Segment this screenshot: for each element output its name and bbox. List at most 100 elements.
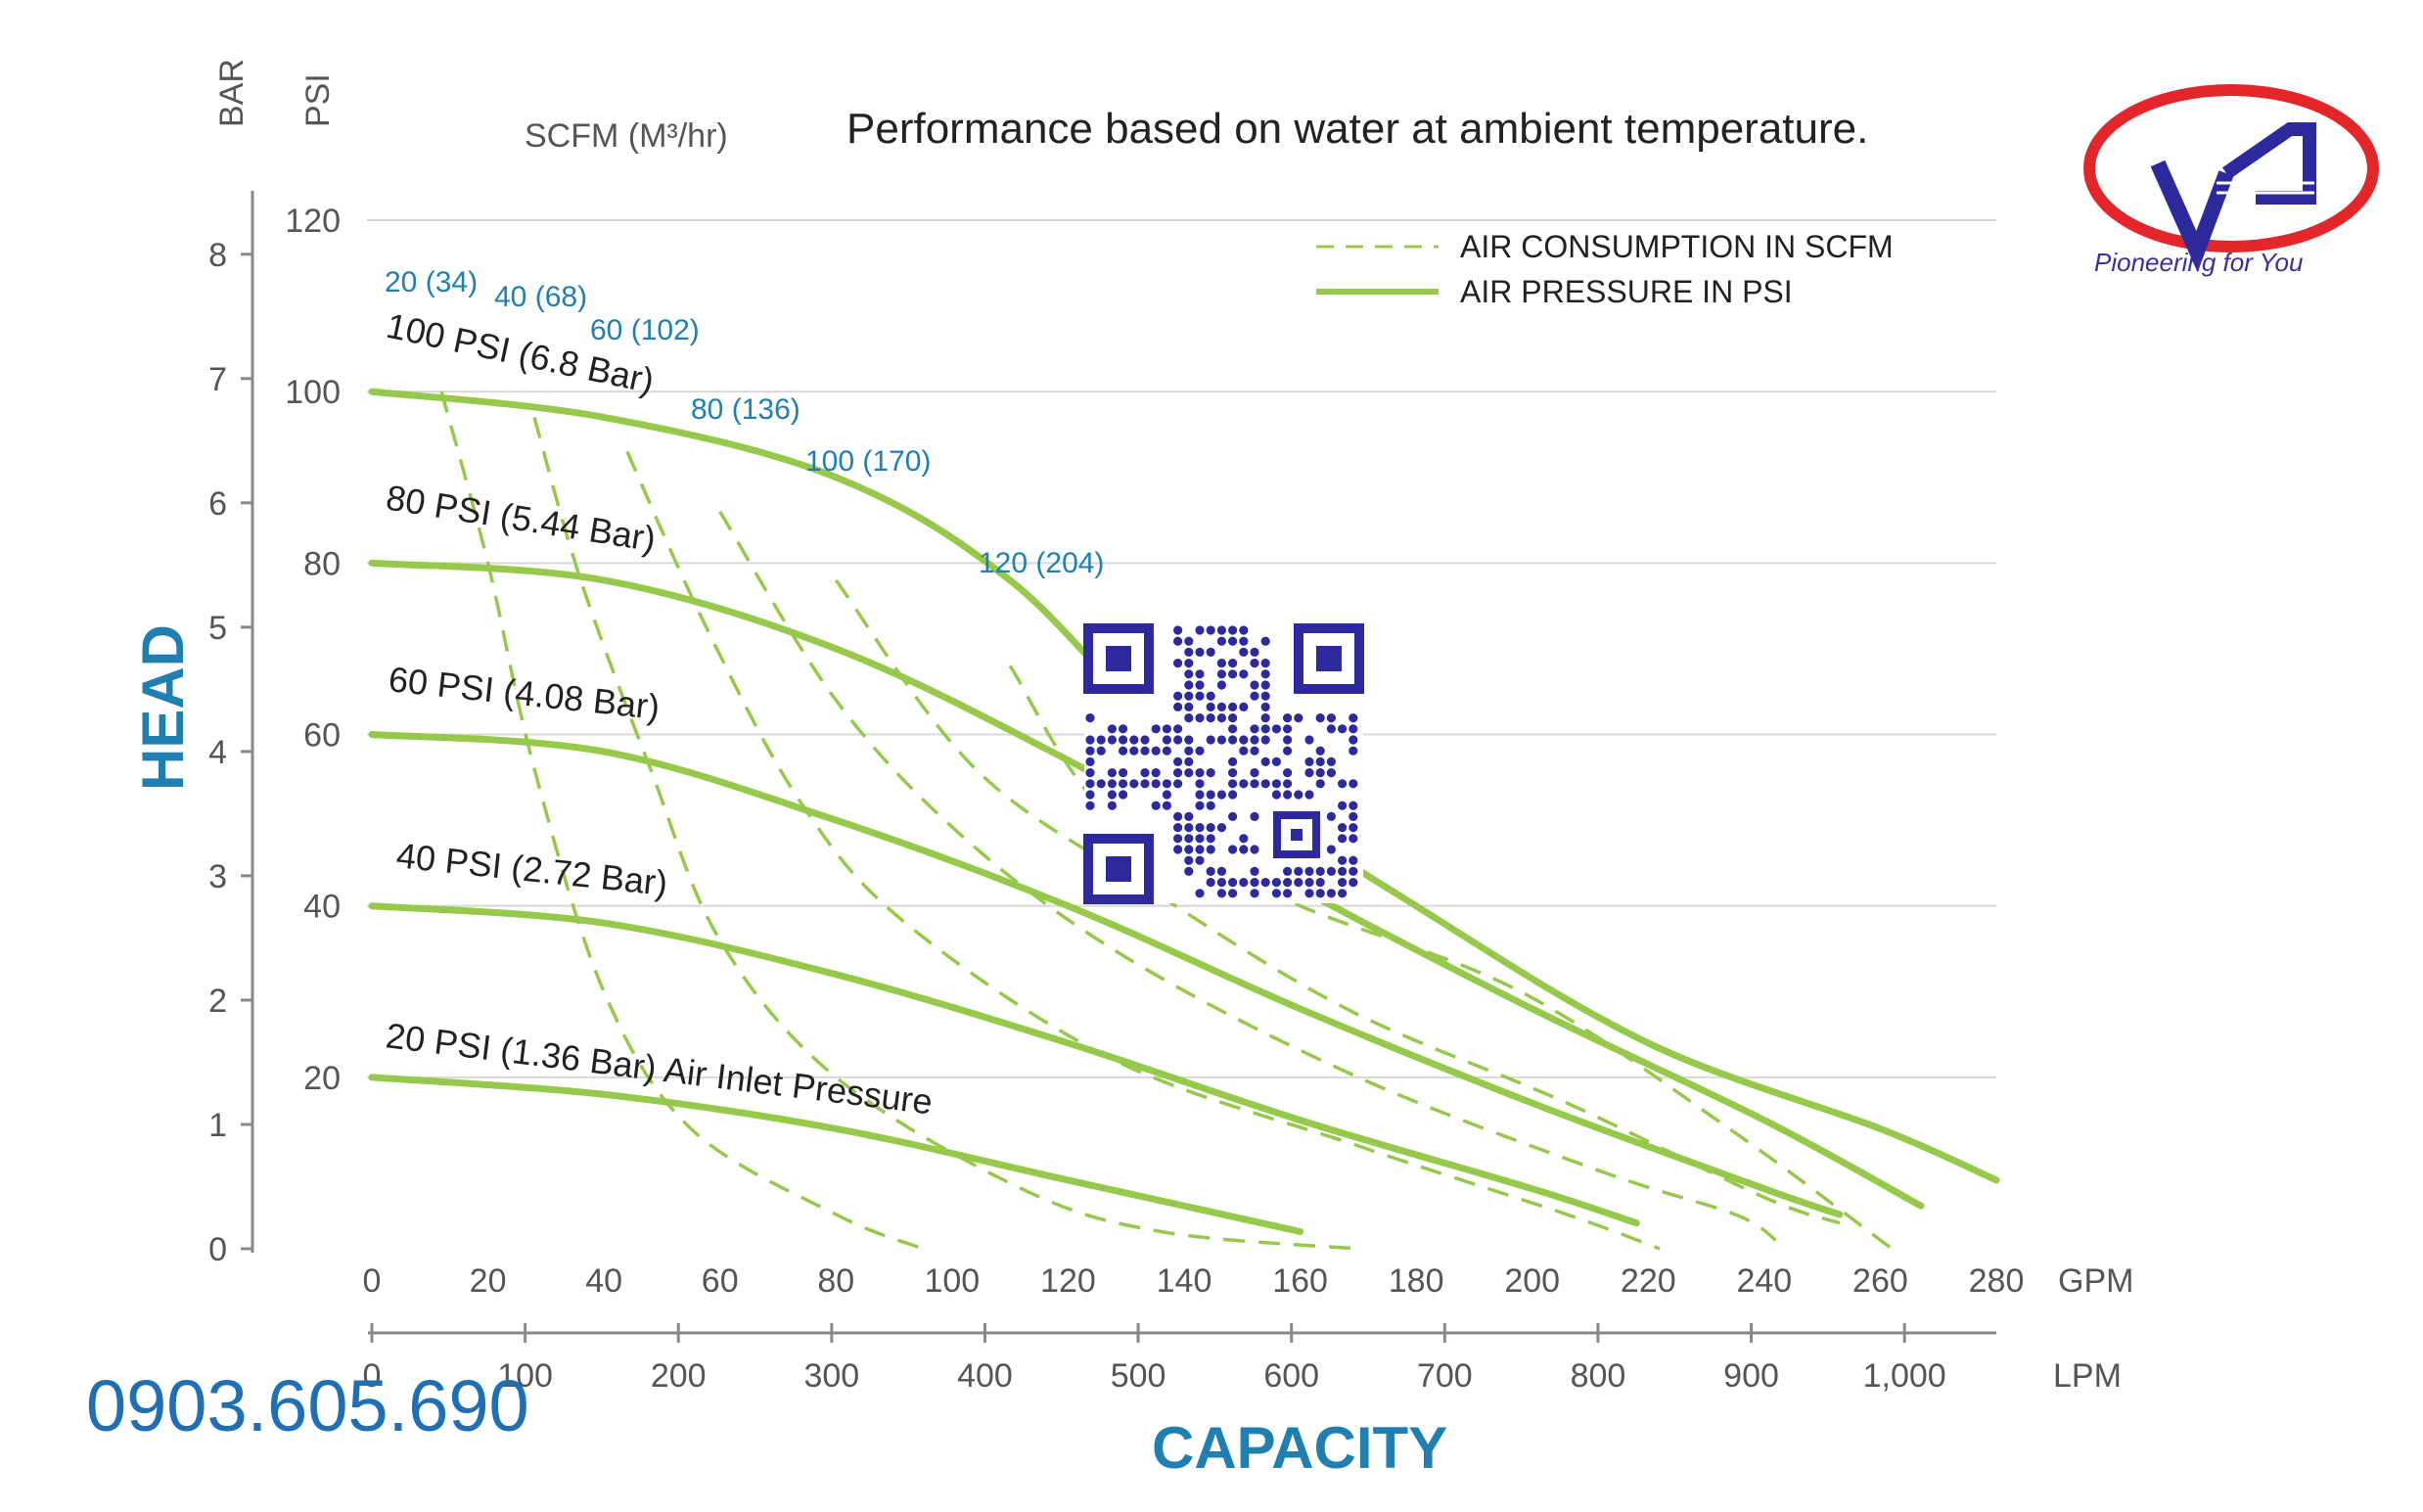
qr-dot: [1283, 866, 1293, 876]
qr-dot: [1119, 768, 1128, 778]
qr-dot: [1206, 691, 1215, 701]
qr-dot: [1096, 735, 1106, 745]
bar-tick-label-2: 2: [208, 983, 227, 1020]
qr-dot: [1195, 647, 1205, 657]
x-tick-labels: 0 20 40 60 80 100 120 140 160 180 200 220 240 260 280 0…: [363, 1262, 2025, 1395]
qr-dot: [1151, 801, 1161, 810]
qr-dot: [1173, 724, 1183, 734]
qr-dot: [1326, 724, 1336, 734]
qr-dot: [1260, 878, 1270, 888]
qr-dot: [1107, 779, 1117, 789]
qr-dot: [1260, 702, 1270, 711]
qr-dot: [1107, 801, 1117, 810]
gpm-tick-label-12: 240: [1736, 1262, 1792, 1300]
qr-dot: [1338, 866, 1348, 876]
lpm-tick-label-6: 600: [1263, 1357, 1319, 1395]
air-label-20: 20 (34): [385, 266, 478, 298]
qr-dot: [1173, 779, 1183, 789]
qr-dot: [1206, 713, 1215, 723]
company-logo: Pioneering for You: [2083, 84, 2379, 277]
gpm-tick-label-7: 140: [1157, 1262, 1212, 1300]
qr-dot: [1250, 811, 1259, 821]
qr-dot: [1119, 724, 1128, 734]
qr-dot: [1173, 625, 1183, 635]
qr-dot: [1119, 790, 1128, 800]
qr-dot: [1326, 866, 1336, 876]
qr-dot: [1283, 779, 1293, 789]
qr-dot: [1184, 659, 1194, 668]
qr-dot: [1206, 702, 1215, 711]
qr-dot: [1349, 779, 1358, 789]
psi-tick-label-5: 120: [285, 203, 341, 240]
qr-dot: [1349, 823, 1358, 833]
qr-dot: [1315, 889, 1325, 898]
qr-dot: [1107, 768, 1117, 778]
air-consumption-labels: 20 (34) 40 (68) 60 (102) 80 (136) 100 (1…: [385, 266, 1104, 579]
gpm-tick-label-0: 0: [363, 1262, 382, 1300]
qr-dot: [1085, 746, 1095, 756]
axes: [251, 191, 1996, 1335]
qr-dot: [1294, 866, 1303, 876]
qr-dot: [1304, 878, 1314, 888]
lpm-tick-label-0: 0: [363, 1357, 382, 1395]
qr-dot: [1228, 779, 1238, 789]
qr-dot: [1173, 768, 1183, 778]
qr-dot: [1184, 756, 1194, 766]
bar-tick-label-0: 0: [208, 1231, 227, 1268]
air-label-120: 120 (204): [979, 547, 1104, 579]
qr-dot: [1304, 756, 1314, 766]
qr-dot: [1239, 779, 1249, 789]
qr-dot: [1250, 659, 1259, 668]
qr-dot: [1184, 811, 1194, 821]
qr-dot: [1338, 779, 1348, 789]
qr-dot: [1216, 790, 1226, 800]
qr-dot: [1228, 889, 1238, 898]
qr-dot: [1294, 878, 1303, 888]
qr-dot: [1239, 647, 1249, 657]
bar-tick-label-6: 6: [208, 485, 227, 523]
qr-dot: [1162, 779, 1171, 789]
qr-dot: [1216, 636, 1226, 646]
qr-dot: [1206, 768, 1215, 778]
psi-unit-label: PSI: [299, 73, 337, 127]
qr-dot: [1206, 625, 1215, 635]
gpm-tick-label-9: 180: [1389, 1262, 1444, 1300]
qr-dot: [1349, 866, 1358, 876]
qr-dot: [1250, 889, 1259, 898]
lpm-tick-label-7: 700: [1417, 1357, 1473, 1395]
qr-dot: [1260, 779, 1270, 789]
qr-dot: [1151, 779, 1161, 789]
lpm-tick-label-1: 100: [497, 1357, 553, 1395]
qr-dot: [1162, 746, 1171, 756]
qr-dot: [1338, 878, 1348, 888]
qr-dot: [1173, 735, 1183, 745]
qr-dot: [1260, 691, 1270, 701]
qr-dot: [1338, 855, 1348, 865]
qr-dot: [1250, 724, 1259, 734]
air-label-80: 80 (136): [691, 393, 800, 426]
qr-dot: [1129, 779, 1139, 789]
qr-dot: [1206, 823, 1215, 833]
qr-dot: [1239, 735, 1249, 745]
qr-dot: [1228, 625, 1238, 635]
qr-dot: [1184, 834, 1194, 844]
qr-dot: [1260, 735, 1270, 745]
qr-dot: [1304, 735, 1314, 745]
qr-dot: [1151, 746, 1161, 756]
qr-dot: [1216, 680, 1226, 690]
qr-dot: [1216, 625, 1226, 635]
qr-dot: [1195, 625, 1205, 635]
qr-dot: [1239, 625, 1249, 635]
qr-dot: [1173, 659, 1183, 668]
lpm-tick-label-5: 500: [1111, 1357, 1166, 1395]
qr-dot: [1271, 889, 1281, 898]
gpm-tick-label-5: 100: [924, 1262, 980, 1300]
qr-dot: [1326, 889, 1336, 898]
qr-dot: [1195, 889, 1205, 898]
qr-dot: [1326, 845, 1336, 854]
qr-dot: [1239, 834, 1249, 844]
qr-dot: [1206, 845, 1215, 854]
qr-dot: [1184, 647, 1194, 657]
qr-dot: [1283, 768, 1293, 778]
qr-dot: [1315, 713, 1325, 723]
